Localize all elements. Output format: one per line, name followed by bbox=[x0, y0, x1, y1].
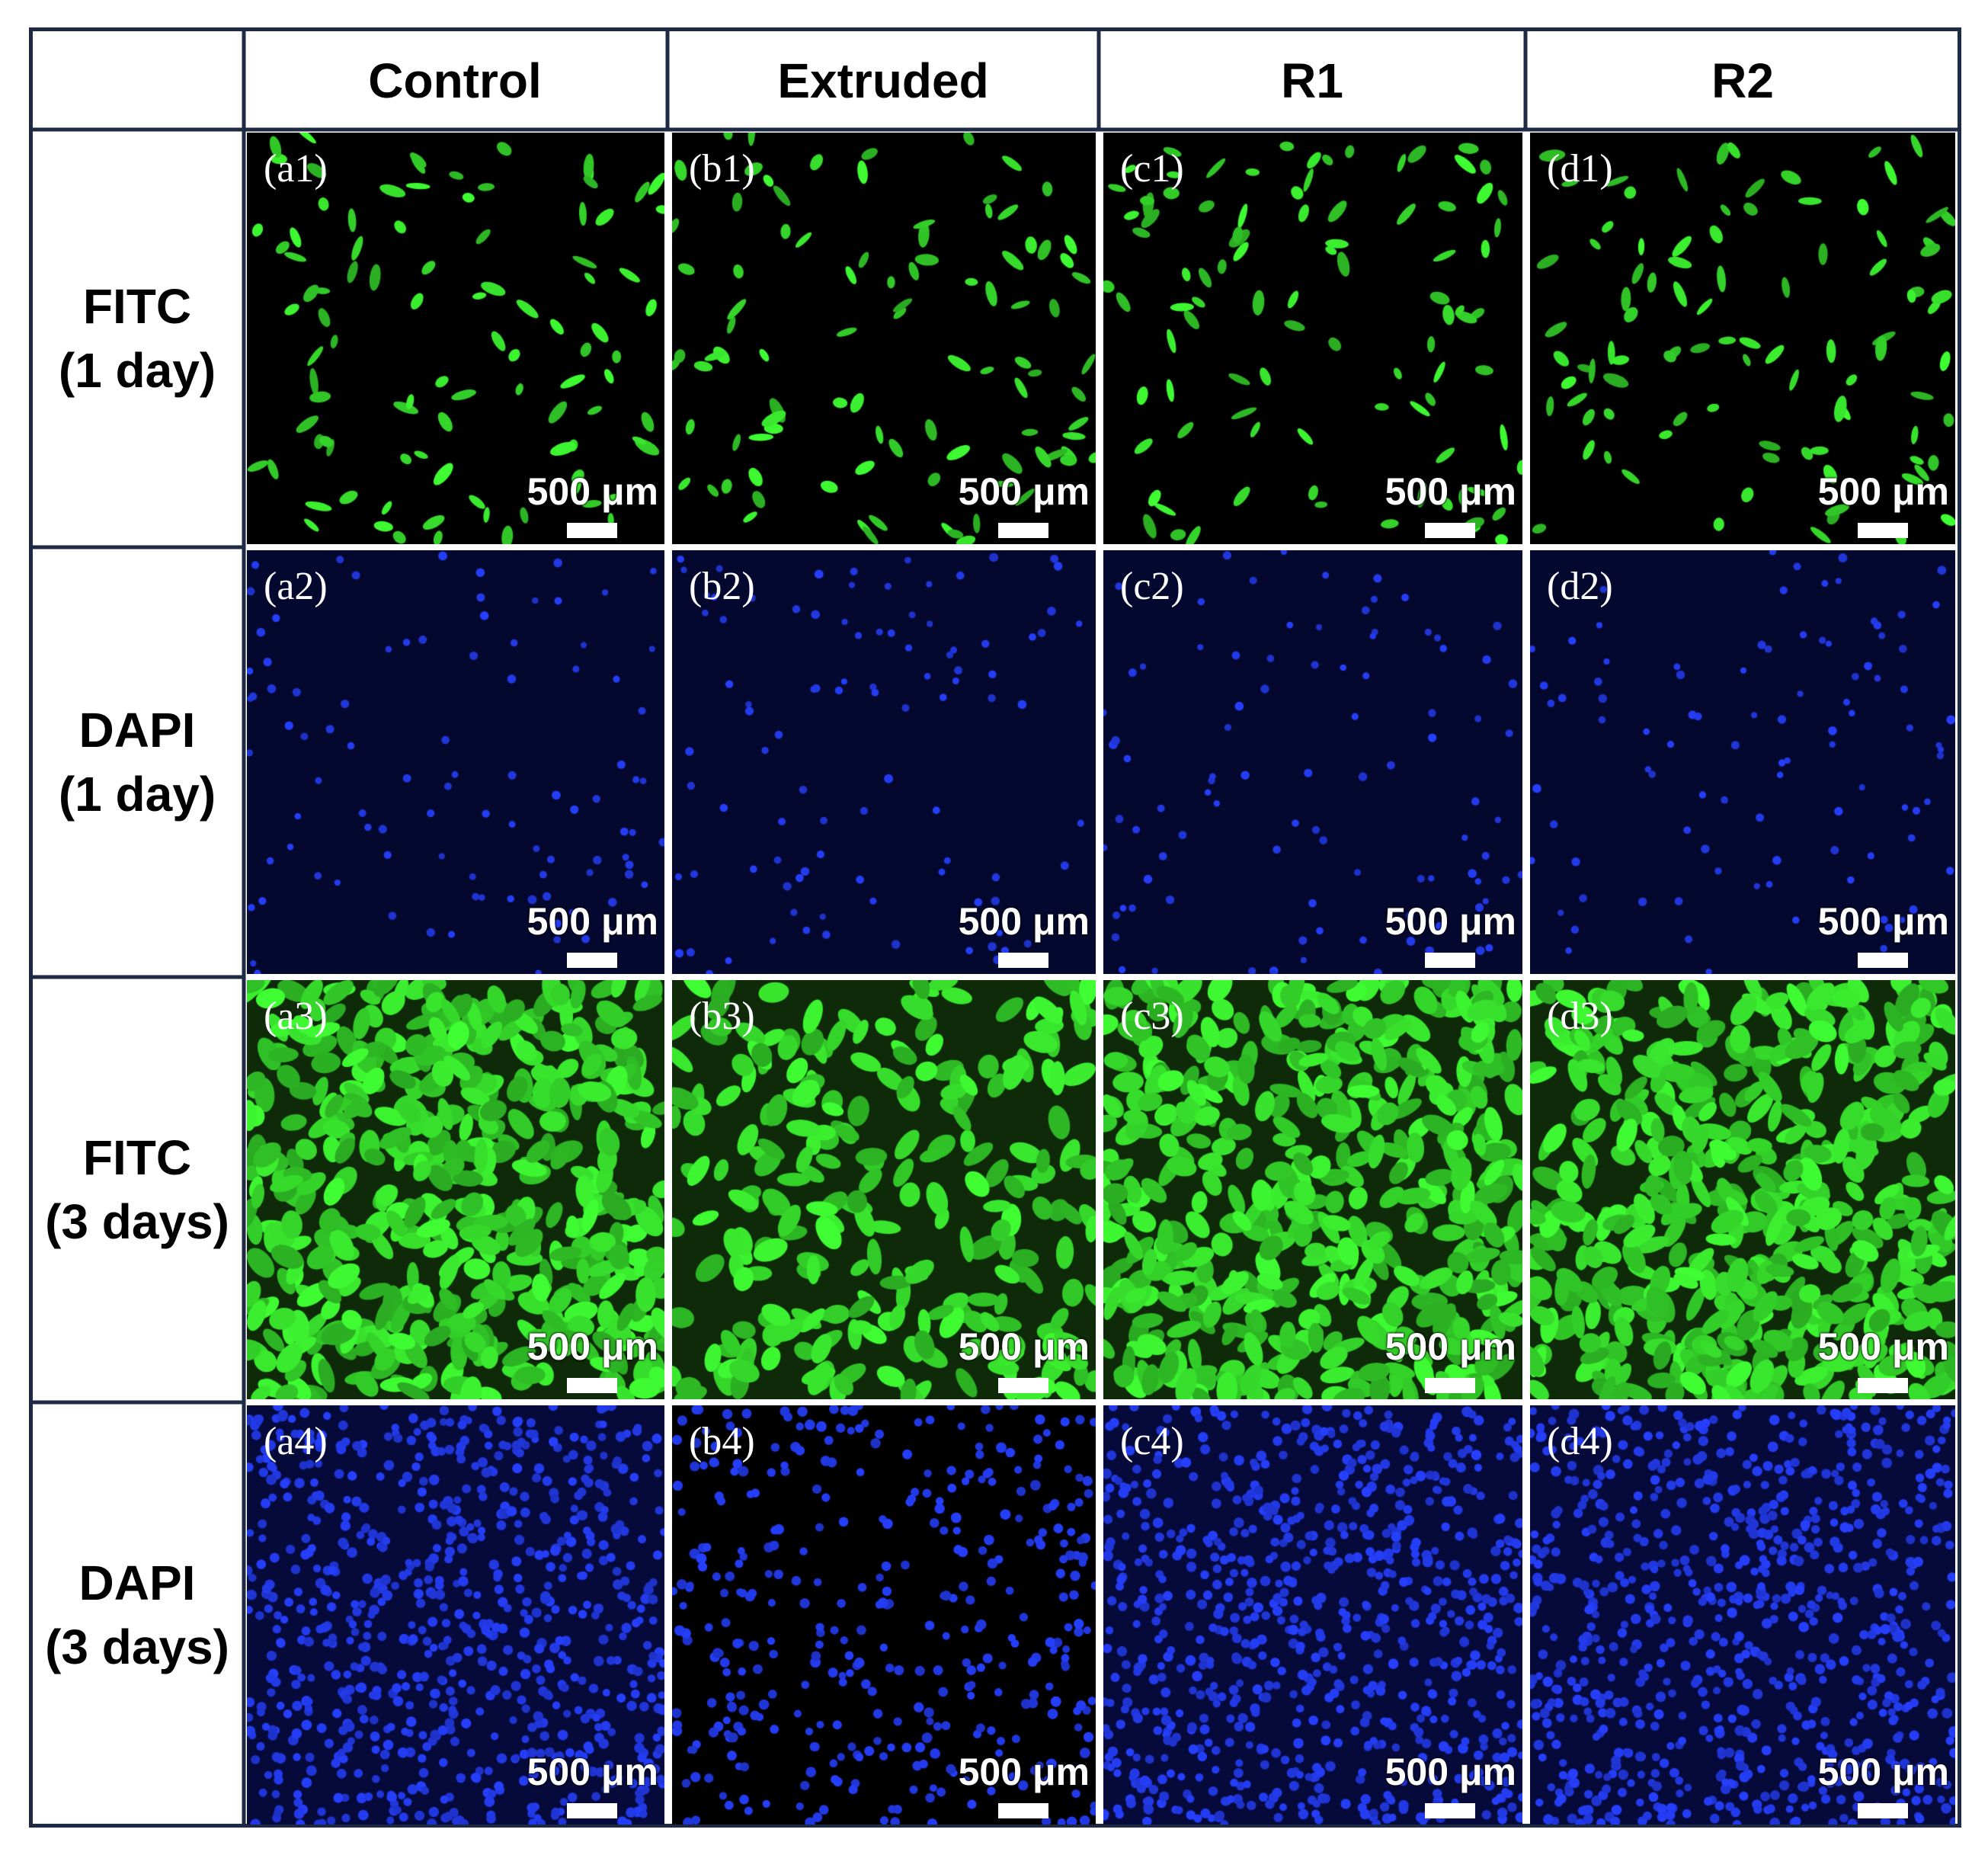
scale-bar bbox=[567, 953, 617, 968]
micrograph-image bbox=[672, 133, 1096, 544]
header-control: Control bbox=[368, 53, 542, 108]
scale-bar-label: 500 μm bbox=[958, 1751, 1090, 1793]
panel-label: (b4) bbox=[689, 1420, 755, 1463]
scale-bar-label: 500 μm bbox=[1817, 1751, 1949, 1793]
scale-bar-label: 500 μm bbox=[1385, 1325, 1516, 1368]
micrograph-image bbox=[672, 980, 1096, 1399]
header-r2: R2 bbox=[1711, 53, 1774, 108]
scale-bar bbox=[1425, 953, 1475, 968]
panel-label: (c4) bbox=[1120, 1420, 1184, 1463]
scale-bar bbox=[998, 1378, 1048, 1393]
scale-bar bbox=[1858, 523, 1908, 538]
scale-bar-label: 500 μm bbox=[1817, 470, 1949, 513]
micrograph-panel-a1: (a1) 500 μm bbox=[247, 133, 664, 544]
micrograph-panel-a4: (a4) 500 μm bbox=[247, 1405, 664, 1825]
panel-label: (d3) bbox=[1547, 995, 1613, 1038]
micrograph-panel-d2: (d2) 500 μm bbox=[1530, 550, 1955, 974]
micrograph-panel-a2: (a2) 500 μm bbox=[247, 550, 664, 974]
micrograph-image bbox=[1103, 133, 1522, 544]
micrograph-image bbox=[672, 550, 1096, 974]
scale-bar-label: 500 μm bbox=[527, 900, 658, 943]
panel-label: (a3) bbox=[264, 995, 328, 1038]
scale-bar bbox=[1858, 1803, 1908, 1818]
panel-label: (c2) bbox=[1120, 565, 1184, 608]
panel-label: (d1) bbox=[1547, 147, 1613, 191]
panel-label: (b3) bbox=[689, 995, 755, 1038]
row-label-line2: (3 days) bbox=[45, 1194, 229, 1249]
micrograph-image bbox=[247, 980, 664, 1399]
scale-bar bbox=[998, 1803, 1048, 1818]
micrograph-image bbox=[1530, 980, 1955, 1399]
row-label-dapi-1-day: DAPI (1 day) bbox=[32, 550, 242, 974]
micrograph-panel-b4: (b4) 500 μm bbox=[672, 1405, 1096, 1825]
row-label-fitc-3-days: FITC (3 days) bbox=[32, 980, 242, 1399]
micrograph-panel-c4: (c4) 500 μm bbox=[1103, 1405, 1522, 1825]
row-label-line1: FITC bbox=[82, 279, 192, 334]
micrograph-image bbox=[672, 1405, 1096, 1825]
panel-label: (d2) bbox=[1547, 565, 1613, 608]
panel-label: (c1) bbox=[1120, 147, 1184, 191]
micrograph-panel-d3: (d3) 500 μm bbox=[1530, 980, 1955, 1399]
micrograph-panel-d4: (d4) 500 μm bbox=[1530, 1405, 1955, 1825]
row-label-line1: DAPI bbox=[78, 703, 196, 758]
scale-bar bbox=[567, 1378, 617, 1393]
scale-bar-label: 500 μm bbox=[1385, 470, 1516, 513]
scale-bar-label: 500 μm bbox=[958, 1325, 1090, 1368]
row-label-line2: (3 days) bbox=[45, 1620, 229, 1674]
row-label-line2: (1 day) bbox=[58, 767, 216, 822]
micrograph-panel-c3: (c3) 500 μm bbox=[1103, 980, 1522, 1399]
micrograph-image bbox=[1530, 1405, 1955, 1825]
scale-bar-label: 500 μm bbox=[527, 470, 658, 513]
header-extruded: Extruded bbox=[777, 53, 989, 108]
panel-label: (a2) bbox=[264, 565, 328, 608]
micrograph-panel-b1: (b1) 500 μm bbox=[672, 133, 1096, 544]
panel-label: (a4) bbox=[264, 1420, 328, 1463]
scale-bar-label: 500 μm bbox=[1817, 900, 1949, 943]
scale-bar bbox=[1858, 953, 1908, 968]
panel-label: (a1) bbox=[264, 147, 328, 191]
micrograph-panel-c2: (c2) 500 μm bbox=[1103, 550, 1522, 974]
panel-label: (c3) bbox=[1120, 995, 1184, 1038]
scale-bar-label: 500 μm bbox=[1385, 900, 1516, 943]
scale-bar bbox=[1425, 1378, 1475, 1393]
scale-bar bbox=[998, 953, 1048, 968]
micrograph-image bbox=[1103, 1405, 1522, 1825]
micrograph-image bbox=[1103, 550, 1522, 974]
micrograph-panel-a3: (a3) 500 μm bbox=[247, 980, 664, 1399]
micrograph-image bbox=[1530, 550, 1955, 974]
scale-bar bbox=[567, 523, 617, 538]
row-label-line1: DAPI bbox=[78, 1555, 196, 1610]
micrograph-panel-b2: (b2) 500 μm bbox=[672, 550, 1096, 974]
row-label-fitc-1-day: FITC (1 day) bbox=[32, 133, 242, 544]
scale-bar bbox=[1425, 523, 1475, 538]
micrograph-image bbox=[247, 133, 664, 544]
scale-bar-label: 500 μm bbox=[958, 900, 1090, 943]
micrograph-image bbox=[247, 550, 664, 974]
panel-label: (b1) bbox=[689, 147, 755, 191]
scale-bar-label: 500 μm bbox=[958, 470, 1090, 513]
scale-bar-label: 500 μm bbox=[1817, 1325, 1949, 1368]
scale-bar bbox=[1425, 1803, 1475, 1818]
micrograph-image bbox=[1103, 980, 1522, 1399]
micrograph-image bbox=[1530, 133, 1955, 544]
row-label-line2: (1 day) bbox=[58, 343, 216, 398]
row-label-dapi-3-days: DAPI (3 days) bbox=[32, 1405, 242, 1825]
panel-label: (d4) bbox=[1547, 1420, 1613, 1463]
scale-bar-label: 500 μm bbox=[1385, 1751, 1516, 1793]
micrograph-image bbox=[247, 1405, 664, 1825]
scale-bar bbox=[1858, 1378, 1908, 1393]
micrograph-panel-c1: (c1) 500 μm bbox=[1103, 133, 1522, 544]
scale-bar-label: 500 μm bbox=[527, 1751, 658, 1793]
header-r1: R1 bbox=[1281, 53, 1343, 108]
row-label-line1: FITC bbox=[82, 1130, 192, 1185]
micrograph-panel-d1: (d1) 500 μm bbox=[1530, 133, 1955, 544]
panel-label: (b2) bbox=[689, 565, 755, 608]
scale-bar bbox=[998, 523, 1048, 538]
scale-bar bbox=[567, 1803, 617, 1818]
micrograph-panel-b3: (b3) 500 μm bbox=[672, 980, 1096, 1399]
scale-bar-label: 500 μm bbox=[527, 1325, 658, 1368]
